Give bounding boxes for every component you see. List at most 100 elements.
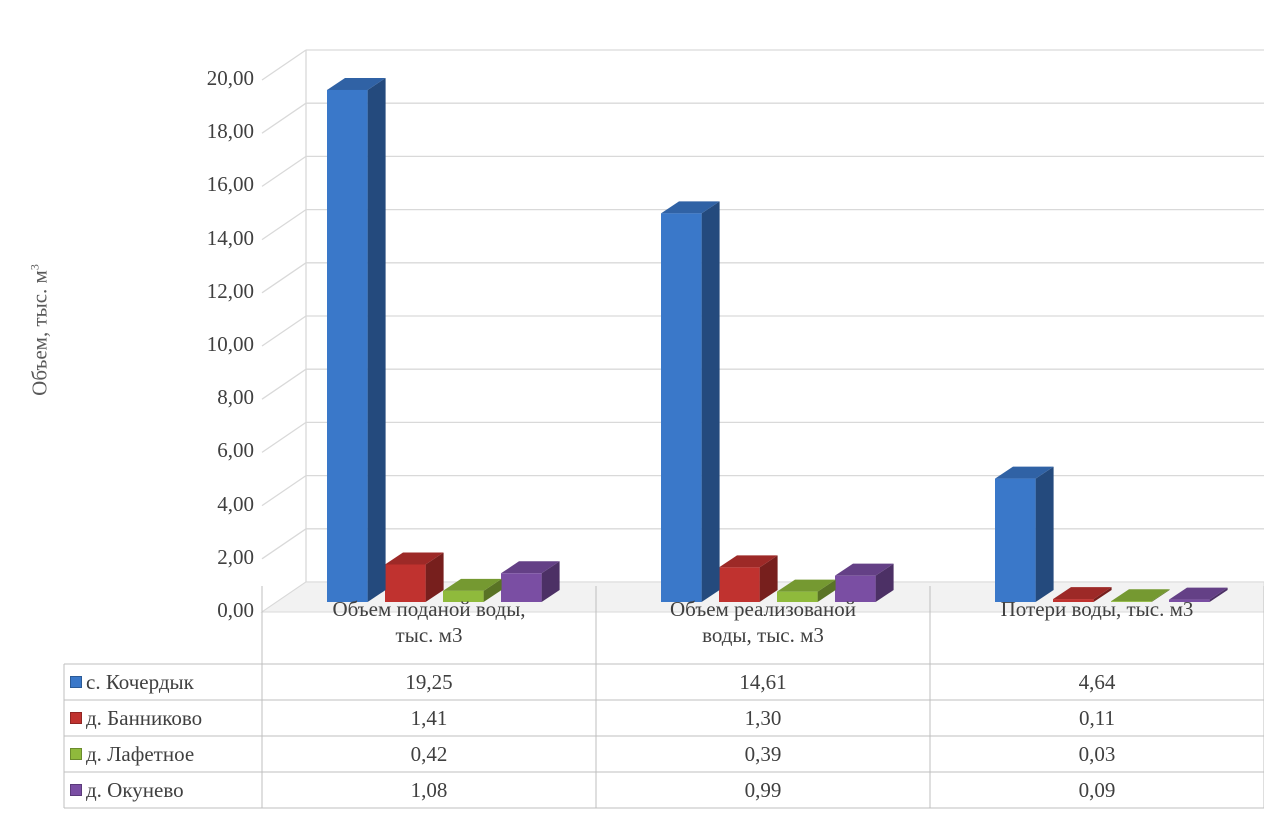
bar-side: [1093, 587, 1112, 602]
category-label-line: тыс. м3: [395, 623, 463, 647]
bar: [1053, 587, 1112, 602]
side-gridline: [261, 528, 307, 560]
table-value: 14,61: [739, 670, 787, 694]
y-tick-label: 6,00: [217, 438, 254, 463]
bar-side: [875, 563, 894, 602]
bar-top: [385, 552, 444, 565]
bar-side: [483, 578, 502, 602]
side-gridline: [261, 102, 307, 134]
table-value: 1,08: [410, 778, 448, 802]
legend-entry: д. Лафетное: [70, 736, 256, 772]
bar: [1111, 589, 1170, 602]
bar-front: [995, 478, 1036, 602]
legend-swatch: [70, 748, 82, 760]
bar-side: [541, 561, 560, 602]
bar-top: [661, 201, 720, 214]
bar: [327, 77, 386, 602]
y-tick-label: 8,00: [217, 385, 254, 410]
category-label-line: Объем поданой воды,: [332, 597, 526, 621]
legend-swatch: [70, 676, 82, 688]
bar-side: [425, 552, 444, 602]
legend-swatch: [70, 784, 82, 796]
bar-front: [501, 573, 542, 602]
bar-top: [719, 555, 778, 568]
bar-front: [835, 575, 876, 602]
bar-front: [1169, 599, 1210, 602]
table-value: 19,25: [405, 670, 453, 694]
bar-top: [995, 466, 1054, 479]
table-value: 4,64: [1078, 670, 1116, 694]
bar: [777, 579, 836, 602]
side-gridline: [261, 421, 307, 453]
bar-side: [1209, 587, 1228, 602]
y-tick-label: 18,00: [206, 119, 254, 144]
bar: [661, 201, 720, 602]
y-tick-label: 2,00: [217, 544, 254, 569]
y-tick-label: 16,00: [206, 172, 254, 197]
side-gridline: [261, 368, 307, 400]
legend-entry: д. Окунево: [70, 772, 256, 808]
bar: [1169, 587, 1228, 602]
bar-top: [1111, 589, 1170, 602]
y-tick-label: 0,00: [217, 598, 254, 622]
y-axis-label: Объем, тыс. м3: [27, 264, 52, 396]
side-gridline: [261, 49, 307, 81]
side-gridline: [261, 315, 307, 347]
bar-top: [501, 561, 560, 574]
bar-front: [661, 213, 702, 602]
bar-front: [443, 590, 484, 602]
gridlines: [261, 49, 1264, 613]
table-value: 0,42: [410, 742, 448, 766]
bars: [327, 77, 1228, 602]
bar-front: [1111, 601, 1152, 602]
side-gridline: [261, 209, 307, 241]
y-tick-label: 4,00: [217, 491, 254, 516]
bar-side: [1035, 466, 1054, 602]
data-table: [63, 586, 1264, 809]
table-value: 0,11: [1079, 706, 1115, 730]
series-name: с. Кочердык: [86, 670, 194, 694]
legend-entry: с. Кочердык: [70, 664, 256, 700]
bar: [835, 563, 894, 602]
series-name: д. Лафетное: [86, 742, 195, 766]
bar-top: [327, 77, 386, 90]
bar: [995, 466, 1054, 602]
bar: [385, 552, 444, 602]
category-label: Потери воды, тыс. м3: [930, 596, 1264, 622]
bar-top: [1053, 587, 1112, 600]
legend-swatch: [70, 712, 82, 724]
bar-top: [1169, 587, 1228, 600]
series-name: д. Банниково: [86, 706, 203, 730]
bar-side: [367, 77, 386, 602]
side-gridline: [261, 475, 307, 507]
category-label-line: воды, тыс. м3: [702, 623, 824, 647]
bar-top: [835, 563, 894, 576]
table-value: 0,99: [744, 778, 782, 802]
legend-entry: д. Банниково: [70, 700, 256, 736]
bar: [443, 578, 502, 602]
bar-front: [777, 591, 818, 602]
table-value: 0,03: [1078, 742, 1116, 766]
category-label-line: Потери воды, тыс. м3: [1000, 597, 1194, 621]
table-value: 1,41: [410, 706, 448, 730]
table-value: 1,30: [744, 706, 782, 730]
bar-side: [1151, 589, 1170, 602]
bar: [719, 555, 778, 602]
bar-side: [817, 579, 836, 602]
category-label-line: Объем реализованой: [670, 597, 856, 621]
y-tick-label: 14,00: [206, 225, 254, 250]
side-gridline: [261, 262, 307, 294]
bar-front: [385, 564, 426, 602]
table-value: 0,09: [1078, 778, 1116, 802]
bar-top: [777, 579, 836, 592]
bar-side: [759, 555, 778, 602]
y-tick-label: 10,00: [206, 332, 254, 356]
y-tick-label: 20,00: [206, 66, 254, 90]
side-gridline: [261, 155, 307, 187]
table-value: 0,39: [744, 742, 782, 766]
y-tick-label: 12,00: [206, 278, 254, 303]
bar-front: [1053, 599, 1094, 602]
category-label: Объем поданой воды, тыс. м3: [262, 596, 596, 648]
bar-side: [701, 201, 720, 602]
